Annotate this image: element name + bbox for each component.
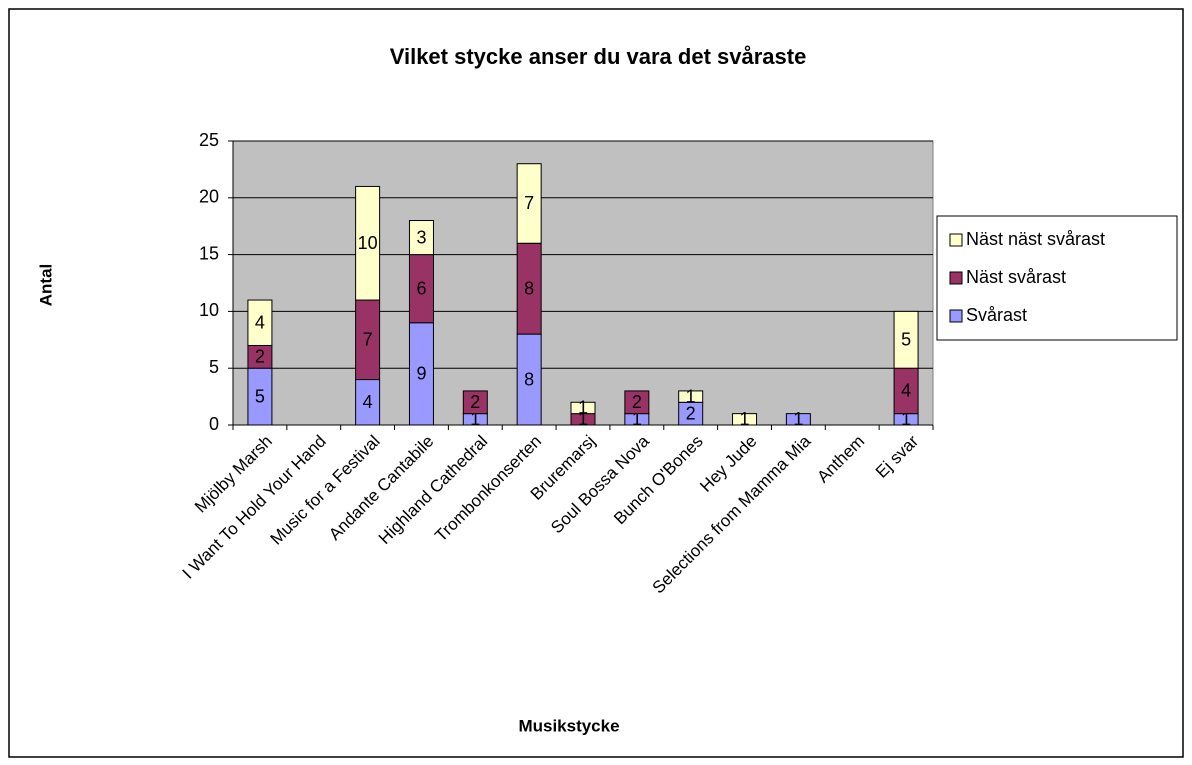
legend-swatch xyxy=(949,271,963,285)
data-label: 1 xyxy=(632,409,642,429)
bar-segment xyxy=(408,322,434,426)
data-label: 5 xyxy=(901,330,911,350)
plot-area xyxy=(232,140,934,426)
legend-label: Svårast xyxy=(966,305,1027,325)
bar-segment xyxy=(462,390,488,415)
data-label: 2 xyxy=(470,392,480,412)
data-label: 3 xyxy=(416,227,426,247)
data-label: 10 xyxy=(358,233,378,253)
y-axis-label: Antal xyxy=(36,264,55,307)
data-label: 2 xyxy=(686,403,696,423)
data-label: 1 xyxy=(578,409,588,429)
data-label: 4 xyxy=(901,381,911,401)
data-label: 2 xyxy=(255,347,265,367)
bar-segment xyxy=(408,220,434,256)
legend-label: Näst svårast xyxy=(966,267,1066,287)
y-tick-label: 5 xyxy=(209,357,219,377)
bar-segment xyxy=(355,379,381,426)
data-label: 1 xyxy=(740,409,750,429)
bar-segment xyxy=(624,390,650,415)
legend-label: Näst näst svårast xyxy=(966,229,1105,249)
data-label: 4 xyxy=(363,392,373,412)
bar-segment xyxy=(247,299,273,346)
bar-segment xyxy=(893,310,919,369)
data-label: 6 xyxy=(416,278,426,298)
y-tick-label: 20 xyxy=(199,187,219,207)
data-label: 8 xyxy=(524,369,534,389)
bar-segment xyxy=(247,367,273,426)
x-axis-label: Musikstycke xyxy=(518,716,619,735)
bar-segment xyxy=(516,242,542,335)
bar-segment xyxy=(785,413,811,426)
data-label: 8 xyxy=(524,278,534,298)
data-label: 1 xyxy=(793,409,803,429)
y-tick-label: 25 xyxy=(199,130,219,150)
bar-segment xyxy=(570,401,596,415)
bar-segment xyxy=(678,390,704,403)
legend-swatch xyxy=(949,233,963,247)
data-label: 4 xyxy=(255,313,265,333)
bar-segment xyxy=(516,333,542,426)
legend-box xyxy=(936,215,1178,341)
data-label: 7 xyxy=(524,193,534,213)
data-label: 9 xyxy=(416,364,426,384)
data-label: 1 xyxy=(901,409,911,429)
y-tick-label: 15 xyxy=(199,243,219,263)
y-tick-label: 0 xyxy=(209,414,219,434)
y-tick-label: 10 xyxy=(199,300,219,320)
data-label: 7 xyxy=(363,330,373,350)
legend-swatch xyxy=(949,309,963,323)
bar-segment xyxy=(355,185,381,301)
bar-segment xyxy=(516,163,542,244)
data-label: 1 xyxy=(578,398,588,418)
data-label: 1 xyxy=(686,386,696,406)
bar-segment xyxy=(732,413,758,426)
data-label: 1 xyxy=(470,409,480,429)
chart-title: Vilket stycke anser du vara det svåraste xyxy=(390,44,807,69)
data-label: 2 xyxy=(632,392,642,412)
data-label: 5 xyxy=(255,386,265,406)
bar-segment xyxy=(408,254,434,324)
